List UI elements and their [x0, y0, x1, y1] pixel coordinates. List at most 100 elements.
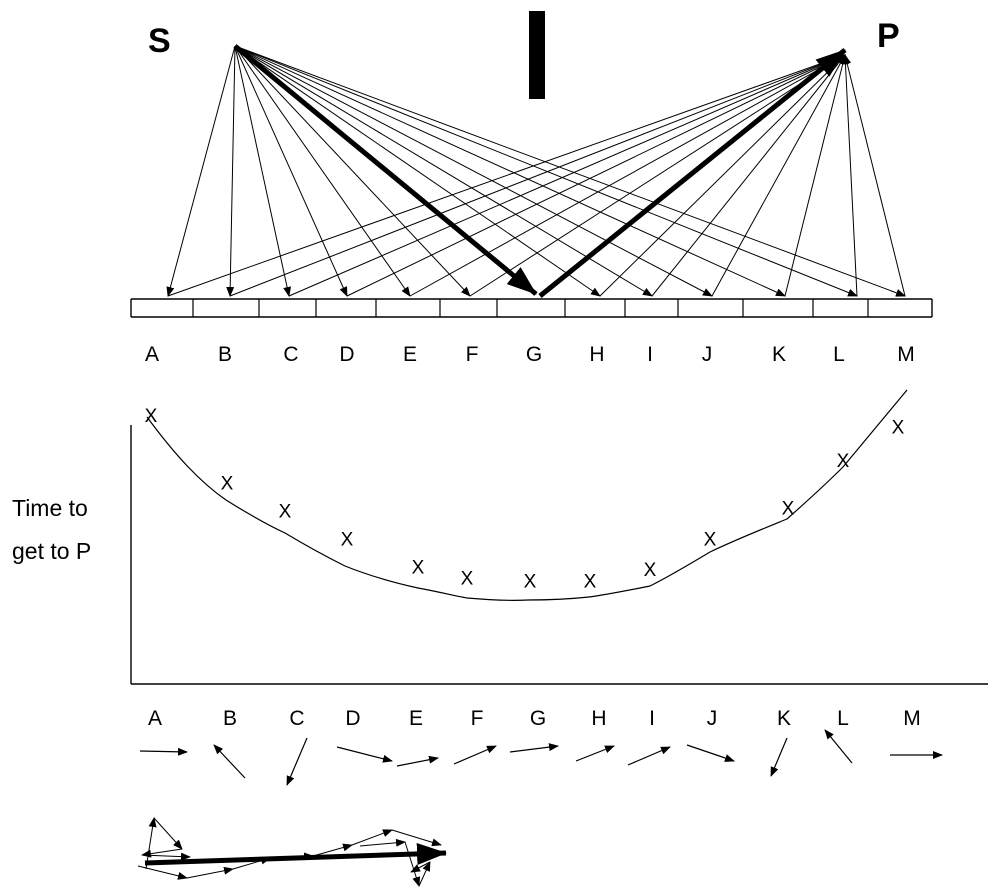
graph-point-label-f: F: [471, 707, 484, 730]
graph-point-label-m: M: [903, 707, 921, 730]
mirror-point-labels: A B C D E F G H I J K L M: [145, 343, 915, 366]
time-marker-f: X: [461, 569, 474, 590]
incoming-ray-m: [234, 45, 906, 297]
time-marker-k: X: [782, 499, 795, 520]
graph-point-label-l: L: [837, 707, 849, 730]
time-marker-b: X: [221, 473, 234, 494]
graph-point-label-j: J: [707, 707, 718, 730]
mirror-point-label-c: C: [283, 343, 298, 366]
outgoing-ray-m: [843, 54, 906, 297]
time-graph: Time to get to P X X X X X X X X X X X X X A B C D E F G H I…: [12, 389, 988, 730]
time-marker-d: X: [341, 529, 354, 550]
graph-point-label-c: C: [289, 707, 304, 730]
mirror-point-label-g: G: [526, 343, 542, 366]
incoming-rays: [166, 45, 906, 297]
incoming-ray-b: [226, 45, 236, 297]
mirror-point-label-m: M: [897, 343, 915, 366]
outgoing-ray-a: [167, 54, 846, 297]
sum-vector-segment: [418, 861, 431, 887]
time-marker-g: X: [524, 571, 537, 592]
sum-vector-segment: [141, 852, 191, 861]
phase-vector-sum: [137, 817, 442, 887]
phase-arrow-a: [139, 747, 188, 756]
phase-arrow-c: [286, 737, 308, 786]
phase-arrow-j: [686, 744, 735, 762]
phase-arrows: [139, 729, 943, 786]
phase-arrow-i: [627, 746, 671, 766]
graph-point-label-h: H: [591, 707, 606, 730]
source-label: S: [148, 22, 171, 60]
incoming-ray-d: [234, 45, 348, 297]
sum-vector-segment: [312, 843, 353, 857]
sum-vector-segment: [410, 861, 431, 873]
outgoing-ray-i: [651, 54, 846, 297]
incoming-ray-h: [234, 45, 601, 297]
mirror-point-label-i: I: [647, 343, 653, 366]
phase-arrow-e: [396, 755, 439, 767]
mirror-point-label-l: L: [833, 343, 845, 366]
phase-arrow-g: [509, 743, 559, 753]
sum-vector-segment: [153, 817, 183, 850]
graph-point-label-d: D: [345, 707, 360, 730]
outgoing-ray-d: [346, 54, 846, 297]
y-axis-label-line-2: get to P: [12, 538, 91, 564]
incoming-ray-c: [234, 45, 292, 297]
incoming-ray-a: [166, 45, 236, 297]
time-curve: [146, 389, 908, 601]
incoming-ray-e: [234, 45, 411, 297]
incoming-ray-k: [234, 45, 786, 297]
mirror-strip: [130, 298, 933, 318]
outgoing-ray-f: [469, 54, 846, 297]
outgoing-ray-b: [229, 54, 846, 297]
sum-vector-segment: [391, 829, 442, 847]
outgoing-ray-h: [599, 54, 846, 297]
resultant-arrow: [144, 842, 447, 866]
time-marker-l: X: [837, 451, 850, 472]
graph-point-label-i: I: [649, 707, 655, 730]
mirror-point-label-d: D: [339, 343, 354, 366]
outgoing-ray-e: [409, 54, 846, 297]
phase-arrow-b: [213, 744, 246, 779]
sum-vector-segment: [359, 838, 406, 847]
outgoing-ray-l: [841, 54, 858, 297]
phase-arrow-h: [575, 745, 615, 762]
mirror-point-label-a: A: [145, 343, 159, 366]
phase-arrow-f: [453, 745, 497, 765]
outgoing-ray-j: [711, 54, 846, 297]
mirror-point-label-e: E: [403, 343, 417, 366]
y-axis-label-line-1: Time to: [12, 495, 88, 521]
outgoing-ray-k: [784, 54, 847, 297]
graph-point-label-a: A: [148, 707, 162, 730]
shortest-path-outgoing-ray: [538, 48, 847, 298]
time-marker-m: X: [892, 417, 905, 438]
graph-point-label-k: K: [777, 707, 791, 730]
mirror-point-label-j: J: [702, 343, 713, 366]
incoming-ray-j: [234, 45, 713, 297]
shortest-path-incoming-ray: [233, 44, 538, 296]
time-marker-i: X: [644, 560, 657, 581]
time-marker-e: X: [412, 557, 425, 578]
sum-vector-segment: [351, 829, 393, 846]
time-markers: X X X X X X X X X X X X X: [145, 406, 905, 592]
time-marker-h: X: [584, 571, 597, 592]
sum-vector-segment: [141, 848, 183, 858]
mirror-point-label-h: H: [589, 343, 604, 366]
phase-arrow-d: [336, 746, 393, 763]
sum-vector-segment: [404, 841, 421, 887]
incoming-ray-f: [234, 45, 471, 297]
incoming-ray-l: [234, 45, 858, 297]
time-marker-c: X: [279, 501, 292, 522]
incoming-ray-i: [234, 45, 653, 297]
target-label: P: [877, 17, 900, 55]
phase-arrow-l: [824, 729, 853, 764]
time-marker-j: X: [704, 529, 717, 550]
graph-point-label-g: G: [530, 707, 546, 730]
sum-vector-segment: [137, 865, 188, 880]
time-marker-a: X: [145, 406, 158, 427]
mirror-point-label-b: B: [218, 343, 232, 366]
sum-vector-segment: [186, 866, 234, 879]
phase-arrow-k: [770, 737, 788, 777]
mirror-point-label-k: K: [772, 343, 786, 366]
graph-point-label-e: E: [409, 707, 423, 730]
